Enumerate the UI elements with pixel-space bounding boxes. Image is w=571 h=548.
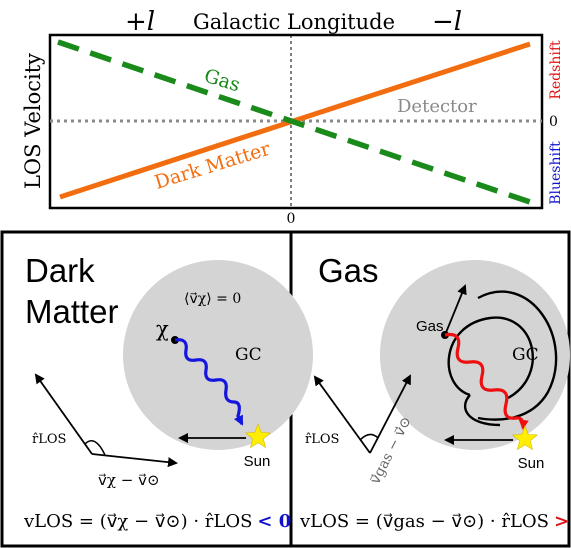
dm-mean-velocity: ⟨v⃗χ⟩ = 0	[184, 291, 241, 307]
gas-gc-label: GC	[512, 345, 539, 365]
dm-rel-velocity-arrow	[91, 453, 178, 468]
gas-sun-label: Sun	[518, 455, 545, 472]
chi-label: χ	[156, 317, 169, 341]
dm-rlos-arrow	[34, 373, 93, 455]
dm-title-line2: Matter	[25, 293, 119, 330]
gas-halo	[380, 260, 570, 450]
gas-panel: Gas GC Gas Sun r̂LOS v⃗gas − v⃗⊙ vLOS = …	[299, 252, 571, 532]
dm-rel-velocity-label: v⃗χ − v⃗⊙	[98, 471, 160, 489]
dm-equation-sign: < 0	[257, 511, 291, 532]
gas-rel-velocity-arrow	[369, 374, 411, 454]
gas-spiral-inner	[447, 316, 534, 400]
gas-rlos-label: r̂LOS	[305, 432, 339, 447]
dm-equation-main: vLOS = (v⃗χ − v⃗⊙) · r̂LOS	[23, 511, 252, 532]
dm-wave	[174, 338, 244, 426]
gas-spiral-outer	[477, 290, 558, 421]
gas-rlos-arrow	[313, 375, 371, 454]
dm-sun-label: Sun	[244, 453, 271, 470]
dm-equation: vLOS = (v⃗χ − v⃗⊙) · r̂LOS < 0	[23, 511, 291, 532]
top-panel: +l Galactic Longitude −l LOS Velocity Ga…	[21, 7, 564, 227]
detector-label: Detector	[397, 96, 477, 117]
plus-l-label: +l	[125, 7, 155, 37]
gas-velocity-arrow	[444, 284, 467, 336]
dm-angle-arc	[84, 440, 106, 456]
dm-gc-label: GC	[235, 345, 262, 365]
dm-halo	[123, 260, 313, 450]
gas-spiral-bottom	[464, 394, 501, 427]
gas-rel-velocity-label: v⃗gas − v⃗⊙	[367, 414, 415, 487]
gas-point-label: Gas	[416, 318, 444, 335]
dm-sun	[245, 423, 271, 449]
gas-title: Gas	[318, 252, 379, 289]
gas-equation-sign: > 0	[554, 511, 571, 532]
dm-rlos-label: r̂LOS	[32, 432, 66, 447]
minus-l-label: −l	[432, 7, 462, 37]
top-title: Galactic Longitude	[193, 10, 395, 34]
gas-wave	[444, 332, 529, 430]
redshift-label: Redshift	[548, 40, 564, 100]
gas-angle-arc	[359, 433, 379, 441]
blueshift-label: Blueshift	[548, 141, 564, 205]
gas-sun	[512, 425, 538, 451]
zero-y-tick: 0	[549, 114, 558, 130]
dark-matter-panel: Dark Matter ⟨v⃗χ⟩ = 0 χ GC Sun r̂LOS v⃗χ…	[23, 252, 313, 532]
gas-equation-main: vLOS = (v⃗gas − v⃗⊙) · r̂LOS	[299, 511, 549, 532]
y-axis-label: LOS Velocity	[21, 53, 45, 189]
gas-line	[57, 39, 531, 205]
dm-title-line1: Dark	[25, 252, 95, 289]
bottom-frame	[0, 230, 571, 548]
gas-equation: vLOS = (v⃗gas − v⃗⊙) · r̂LOS > 0	[299, 511, 571, 532]
zero-x-tick: 0	[287, 211, 296, 227]
